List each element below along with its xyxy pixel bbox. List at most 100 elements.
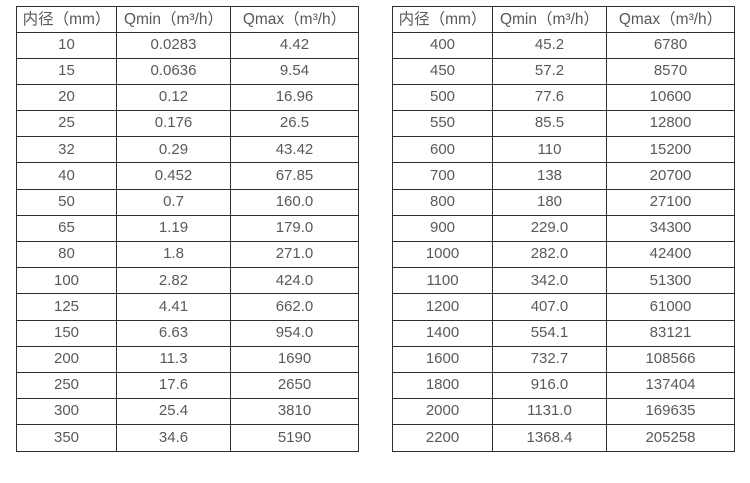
table-cell: 138 bbox=[492, 162, 607, 190]
header-qmin: Qmin（m³/h） bbox=[116, 6, 231, 33]
table-cell: 342.0 bbox=[492, 267, 607, 295]
table-cell: 900 bbox=[392, 214, 493, 243]
table-cell: 26.5 bbox=[230, 110, 359, 138]
table-row: 1100 342.0 51300 bbox=[392, 267, 735, 295]
table-row: 50 0.7 160.0 bbox=[16, 188, 359, 216]
table-header-row: 内径（mm） Qmin（m³/h） Qmax（m³/h） bbox=[392, 6, 735, 33]
header-qmax: Qmax（m³/h） bbox=[606, 6, 735, 33]
table-row: 1800 916.0 137404 bbox=[392, 371, 735, 400]
table-cell: 10600 bbox=[606, 83, 735, 112]
table-cell: 51300 bbox=[606, 267, 735, 295]
table-cell: 732.7 bbox=[492, 345, 607, 373]
table-cell: 150 bbox=[16, 319, 117, 347]
table-row: 250 17.6 2650 bbox=[16, 371, 359, 400]
table-cell: 2.82 bbox=[116, 267, 231, 295]
header-qmax: Qmax（m³/h） bbox=[230, 6, 359, 33]
table-cell: 137404 bbox=[606, 371, 735, 400]
table-cell: 169635 bbox=[606, 398, 735, 426]
table-cell: 125 bbox=[16, 293, 117, 321]
table-cell: 67.85 bbox=[230, 162, 359, 190]
table-cell: 250 bbox=[16, 371, 117, 400]
table-row: 65 1.19 179.0 bbox=[16, 214, 359, 243]
table-cell: 25 bbox=[16, 110, 117, 138]
table-cell: 0.452 bbox=[116, 162, 231, 190]
table-cell: 0.29 bbox=[116, 136, 231, 164]
table-cell: 407.0 bbox=[492, 293, 607, 321]
table-cell: 11.3 bbox=[116, 345, 231, 373]
table-cell: 108566 bbox=[606, 345, 735, 373]
table-cell: 27100 bbox=[606, 188, 735, 216]
table-row: 80 1.8 271.0 bbox=[16, 240, 359, 269]
table-cell: 1600 bbox=[392, 345, 493, 373]
table-cell: 350 bbox=[16, 424, 117, 452]
table-cell: 1200 bbox=[392, 293, 493, 321]
table-cell: 34300 bbox=[606, 214, 735, 243]
table-row: 1200 407.0 61000 bbox=[392, 293, 735, 321]
table-cell: 1690 bbox=[230, 345, 359, 373]
table-cell: 40 bbox=[16, 162, 117, 190]
table-cell: 300 bbox=[16, 398, 117, 426]
header-inner-diameter: 内径（mm） bbox=[392, 6, 493, 33]
table-cell: 25.4 bbox=[116, 398, 231, 426]
flow-range-table-dn10-350: 内径（mm） Qmin（m³/h） Qmax（m³/h） 10 0.0283 4.4… bbox=[16, 6, 359, 452]
table-cell: 77.6 bbox=[492, 83, 607, 112]
table-row: 1400 554.1 83121 bbox=[392, 319, 735, 347]
table-cell: 2650 bbox=[230, 371, 359, 400]
table-cell: 205258 bbox=[606, 424, 735, 452]
table-row: 1600 732.7 108566 bbox=[392, 345, 735, 373]
table-cell: 32 bbox=[16, 136, 117, 164]
table-row: 900 229.0 34300 bbox=[392, 214, 735, 243]
table-row: 550 85.5 12800 bbox=[392, 110, 735, 138]
table-cell: 0.0283 bbox=[116, 31, 231, 59]
table-row: 20 0.12 16.96 bbox=[16, 83, 359, 112]
table-cell: 424.0 bbox=[230, 267, 359, 295]
table-cell: 12800 bbox=[606, 110, 735, 138]
table-row: 500 77.6 10600 bbox=[392, 83, 735, 112]
table-cell: 0.7 bbox=[116, 188, 231, 216]
table-cell: 83121 bbox=[606, 319, 735, 347]
table-cell: 110 bbox=[492, 136, 607, 164]
table-cell: 160.0 bbox=[230, 188, 359, 216]
table-cell: 229.0 bbox=[492, 214, 607, 243]
table-cell: 554.1 bbox=[492, 319, 607, 347]
table-cell: 916.0 bbox=[492, 371, 607, 400]
table-cell: 15 bbox=[16, 57, 117, 85]
table-cell: 15200 bbox=[606, 136, 735, 164]
table-cell: 0.12 bbox=[116, 83, 231, 112]
table-cell: 180 bbox=[492, 188, 607, 216]
table-cell: 4.41 bbox=[116, 293, 231, 321]
table-cell: 1100 bbox=[392, 267, 493, 295]
table-cell: 1.19 bbox=[116, 214, 231, 243]
table-row: 800 180 27100 bbox=[392, 188, 735, 216]
table-row: 300 25.4 3810 bbox=[16, 398, 359, 426]
table-cell: 57.2 bbox=[492, 57, 607, 85]
table-cell: 43.42 bbox=[230, 136, 359, 164]
table-cell: 450 bbox=[392, 57, 493, 85]
table-row: 100 2.82 424.0 bbox=[16, 267, 359, 295]
table-row: 700 138 20700 bbox=[392, 162, 735, 190]
table-cell: 2000 bbox=[392, 398, 493, 426]
table-cell: 85.5 bbox=[492, 110, 607, 138]
table-cell: 1000 bbox=[392, 240, 493, 269]
table-row: 400 45.2 6780 bbox=[392, 31, 735, 59]
table-cell: 200 bbox=[16, 345, 117, 373]
table-cell: 1.8 bbox=[116, 240, 231, 269]
table-row: 450 57.2 8570 bbox=[392, 57, 735, 85]
table-cell: 34.6 bbox=[116, 424, 231, 452]
table-row: 15 0.0636 9.54 bbox=[16, 57, 359, 85]
table-cell: 0.176 bbox=[116, 110, 231, 138]
table-row: 1000 282.0 42400 bbox=[392, 240, 735, 269]
table-cell: 800 bbox=[392, 188, 493, 216]
table-cell: 400 bbox=[392, 31, 493, 59]
table-cell: 100 bbox=[16, 267, 117, 295]
table-cell: 50 bbox=[16, 188, 117, 216]
table-cell: 20700 bbox=[606, 162, 735, 190]
table-row: 40 0.452 67.85 bbox=[16, 162, 359, 190]
table-cell: 42400 bbox=[606, 240, 735, 269]
table-body: 10 0.0283 4.42 15 0.0636 9.54 20 0.12 16.96 25 0.1… bbox=[16, 31, 359, 452]
table-cell: 16.96 bbox=[230, 83, 359, 112]
table-cell: 500 bbox=[392, 83, 493, 112]
table-cell: 80 bbox=[16, 240, 117, 269]
table-cell: 600 bbox=[392, 136, 493, 164]
table-cell: 65 bbox=[16, 214, 117, 243]
